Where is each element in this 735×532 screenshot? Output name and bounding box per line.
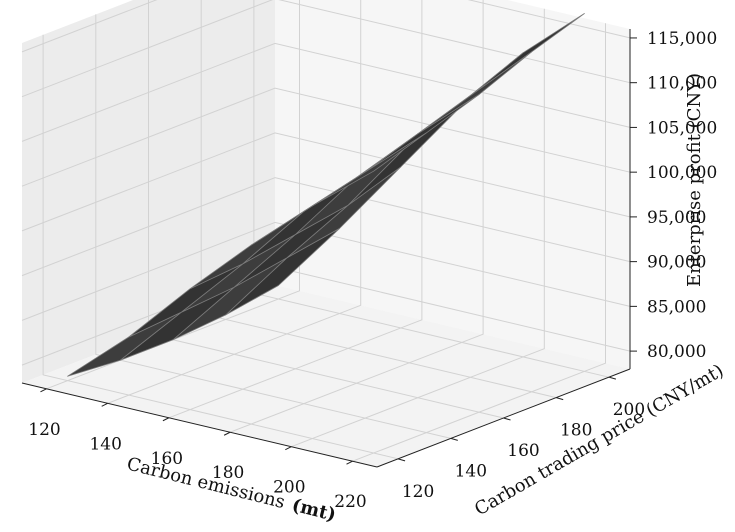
back-right-pane <box>275 0 630 369</box>
y-tick-mark <box>450 437 458 441</box>
z-tick-label: 105,000 <box>647 118 717 138</box>
surface-cell <box>311 132 427 207</box>
x-tick-label: 220 <box>334 492 366 512</box>
z-grid-line <box>21 42 631 142</box>
x-grid-line <box>168 0 423 419</box>
x-tick-label: 160 <box>151 449 183 469</box>
z-axis-title: Enterprise profit (CNY) <box>684 73 705 287</box>
z-grid-line <box>21 132 631 232</box>
x-grid-line <box>229 0 484 433</box>
z-tick-label: 95,000 <box>647 208 706 228</box>
tick-labels: 120 140 160 180 200 220 120 140 160 180 200 80,000 8… <box>28 29 717 512</box>
x-axis-line <box>21 382 378 468</box>
y-tick-mark <box>556 397 564 401</box>
x-tick-mark <box>223 431 231 436</box>
x-tick-mark <box>346 460 353 465</box>
z-grid-line <box>21 87 631 187</box>
z-grid-line <box>21 0 631 53</box>
z-tick-label: 115,000 <box>647 29 717 49</box>
x-grid-line <box>352 23 606 462</box>
x-tick-mark <box>40 388 47 393</box>
y-tick-mark <box>608 376 617 380</box>
z-tick-label: 85,000 <box>647 297 706 317</box>
y-tick-mark <box>503 417 511 421</box>
x-tick-label: 140 <box>89 434 121 454</box>
z-tick-label: 80,000 <box>647 342 706 362</box>
y-tick-label: 200 <box>613 400 645 420</box>
z-tick-label: 90,000 <box>647 253 706 273</box>
y-tick-mark <box>397 458 406 462</box>
z-grid-line <box>21 221 631 321</box>
x-tick-label: 180 <box>212 463 244 483</box>
z-grid-line <box>21 177 631 277</box>
z-tick-label: 110,000 <box>647 74 717 94</box>
x-tick-mark <box>101 402 108 407</box>
surface-plot <box>67 13 585 377</box>
x-tick-mark <box>285 446 292 451</box>
x-tick-label: 200 <box>273 478 305 498</box>
x-tick-mark <box>162 417 170 422</box>
z-grid-line <box>21 0 631 98</box>
z-tick-label: 100,000 <box>647 163 717 183</box>
y-tick-label: 180 <box>560 421 592 441</box>
y-tick-label: 160 <box>507 441 539 461</box>
x-tick-label: 120 <box>28 420 60 440</box>
y-tick-label: 140 <box>455 461 487 481</box>
y-tick-label: 120 <box>402 482 434 502</box>
y-grid-line <box>95 14 451 439</box>
x-grid-line <box>291 8 545 448</box>
x-grid-line <box>107 0 362 404</box>
y-grid-line <box>42 34 399 460</box>
